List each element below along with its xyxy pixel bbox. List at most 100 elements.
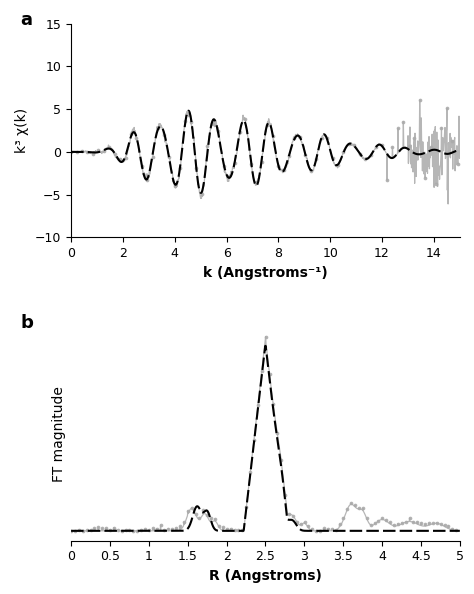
Point — [437, 519, 445, 529]
Point — [400, 117, 407, 127]
Point — [134, 526, 141, 535]
Point — [280, 166, 287, 175]
Point — [297, 519, 304, 529]
Point — [309, 525, 316, 534]
Point — [141, 525, 149, 534]
Point — [78, 147, 86, 156]
Point — [161, 525, 168, 535]
Point — [149, 523, 156, 533]
Point — [192, 510, 200, 519]
Point — [323, 133, 331, 143]
Point — [389, 143, 396, 152]
Point — [111, 149, 118, 159]
Point — [291, 134, 298, 143]
Point — [238, 525, 246, 535]
Point — [443, 103, 451, 113]
Point — [340, 513, 347, 522]
Point — [418, 518, 425, 527]
Point — [138, 162, 146, 171]
Point — [285, 509, 293, 519]
Point — [129, 526, 137, 535]
Point — [231, 526, 238, 535]
Y-axis label: k³ χ(k): k³ χ(k) — [16, 108, 29, 153]
Point — [351, 501, 359, 510]
Point — [137, 526, 145, 535]
Point — [367, 520, 374, 529]
Text: a: a — [20, 11, 33, 29]
Point — [406, 513, 413, 523]
Point — [196, 513, 203, 523]
Point — [145, 525, 153, 535]
Point — [390, 520, 398, 530]
Point — [416, 95, 423, 105]
Point — [114, 525, 121, 535]
Point — [227, 524, 235, 533]
Point — [270, 399, 277, 409]
Point — [89, 149, 97, 159]
Point — [445, 521, 452, 530]
Point — [67, 147, 75, 157]
Point — [73, 147, 80, 157]
Point — [316, 526, 324, 535]
Point — [192, 163, 200, 173]
Point — [182, 116, 189, 126]
Point — [133, 134, 140, 143]
Point — [347, 498, 355, 508]
Point — [433, 518, 441, 527]
Point — [421, 173, 429, 182]
Point — [448, 136, 456, 146]
Point — [285, 151, 293, 160]
Point — [203, 510, 211, 520]
Point — [367, 150, 374, 160]
Point — [223, 525, 230, 534]
Point — [336, 519, 343, 529]
Point — [334, 160, 342, 170]
Y-axis label: FT magnitude: FT magnitude — [52, 386, 65, 482]
Point — [258, 366, 265, 375]
Point — [165, 152, 173, 162]
Point — [274, 161, 282, 170]
Point — [359, 503, 367, 513]
Point — [301, 517, 308, 527]
Point — [153, 524, 161, 533]
Point — [383, 515, 390, 525]
Point — [296, 132, 304, 142]
Point — [144, 175, 151, 185]
Point — [344, 504, 351, 514]
Point — [247, 160, 255, 169]
Point — [454, 159, 462, 169]
Point — [373, 143, 380, 152]
X-axis label: k (Angstroms⁻¹): k (Angstroms⁻¹) — [203, 266, 328, 280]
Point — [448, 525, 456, 534]
Point — [215, 522, 223, 531]
Point — [110, 523, 118, 532]
Point — [79, 526, 87, 535]
Point — [127, 129, 135, 139]
Point — [351, 141, 358, 150]
Point — [264, 120, 271, 129]
Point — [355, 504, 363, 513]
Point — [71, 526, 79, 535]
Point — [184, 506, 191, 516]
Point — [363, 513, 371, 523]
Point — [171, 181, 178, 191]
Point — [410, 517, 417, 526]
Point — [301, 150, 309, 160]
Point — [209, 119, 217, 129]
Point — [425, 518, 433, 527]
Point — [246, 467, 254, 477]
Point — [253, 177, 260, 187]
Point — [378, 141, 385, 150]
X-axis label: R (Angstroms): R (Angstroms) — [209, 569, 322, 583]
Point — [402, 517, 410, 527]
Point — [149, 153, 156, 162]
Point — [207, 513, 215, 523]
Point — [118, 526, 126, 535]
Point — [312, 154, 320, 164]
Point — [164, 524, 172, 533]
Point — [405, 141, 412, 151]
Point — [394, 124, 401, 133]
Point — [258, 157, 265, 166]
Point — [432, 179, 440, 188]
Point — [441, 520, 448, 530]
